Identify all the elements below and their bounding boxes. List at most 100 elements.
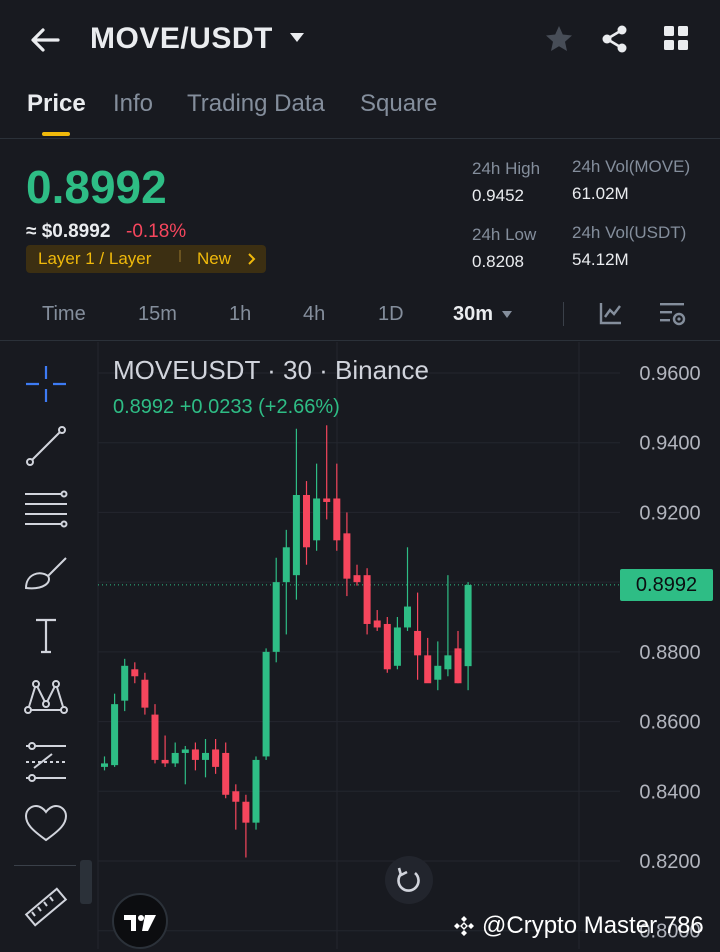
candle bbox=[323, 425, 331, 520]
tab-info[interactable]: Info bbox=[113, 90, 154, 117]
chart-symbol-title[interactable]: MOVEUSDT · 30 · Binance bbox=[113, 355, 429, 385]
text-tool-icon[interactable] bbox=[22, 614, 70, 658]
divider bbox=[563, 302, 564, 326]
pair-title[interactable]: MOVE/USDT bbox=[90, 22, 273, 55]
category-tag-label: Layer 1 / Layer bbox=[38, 249, 152, 268]
candle bbox=[414, 592, 422, 680]
candle-body bbox=[343, 533, 351, 579]
interval-15m[interactable]: 15m bbox=[138, 303, 177, 325]
candle bbox=[212, 739, 220, 774]
favorite-icon[interactable] bbox=[22, 802, 70, 846]
candle-body bbox=[181, 749, 189, 753]
share-icon[interactable] bbox=[600, 24, 630, 54]
toolbar-collapse-handle[interactable] bbox=[80, 860, 92, 904]
candle-body bbox=[424, 655, 432, 684]
candle-body bbox=[323, 498, 331, 502]
candle-body bbox=[353, 575, 361, 583]
candle-body bbox=[262, 651, 270, 757]
candle bbox=[151, 704, 159, 764]
candle bbox=[141, 672, 149, 715]
crosshair-icon[interactable] bbox=[22, 362, 70, 406]
reset-chart-button[interactable] bbox=[385, 856, 433, 904]
interval-selected[interactable]: 30m bbox=[453, 303, 494, 325]
candle-body bbox=[272, 582, 280, 652]
candle-body bbox=[464, 584, 472, 667]
back-arrow-icon[interactable] bbox=[28, 26, 62, 54]
tradingview-logo[interactable] bbox=[112, 893, 168, 949]
chart-price-change-line: 0.8992 +0.0233 (+2.66%) bbox=[113, 396, 340, 418]
tab-square[interactable]: Square bbox=[360, 90, 438, 117]
divider bbox=[14, 865, 76, 866]
stat-24h-vol-quote-value: 54.12M bbox=[572, 250, 629, 269]
stat-24h-vol-base-value: 61.02M bbox=[572, 184, 629, 203]
candle bbox=[101, 756, 108, 771]
candlestick-chart[interactable]: 0.9600 0.9400 0.9200 0.8800 0.8600 0.8400 0.82… bbox=[0, 341, 720, 949]
interval-time[interactable]: Time bbox=[42, 303, 86, 325]
tradingview-logo-icon bbox=[124, 915, 156, 931]
candle bbox=[161, 735, 169, 767]
stat-24h-vol-base-label: 24h Vol(MOVE) bbox=[572, 157, 691, 176]
star-icon[interactable] bbox=[544, 24, 574, 54]
ruler-icon[interactable] bbox=[22, 886, 70, 930]
candle-body bbox=[414, 630, 422, 656]
chart-settings-icon[interactable] bbox=[658, 300, 686, 328]
stat-24h-low-label: 24h Low bbox=[472, 225, 537, 244]
candle-body bbox=[101, 763, 108, 767]
candle-body bbox=[171, 752, 179, 764]
y-tick-label: 0.9600 bbox=[639, 363, 700, 385]
pattern-icon[interactable] bbox=[22, 676, 70, 720]
caret-down-icon[interactable] bbox=[288, 30, 306, 44]
candle bbox=[404, 547, 411, 631]
category-tag[interactable] bbox=[26, 245, 266, 273]
candle bbox=[464, 582, 472, 691]
candle bbox=[393, 617, 401, 670]
candle bbox=[222, 742, 230, 799]
candle bbox=[232, 784, 240, 830]
candle bbox=[454, 630, 462, 684]
divider bbox=[0, 340, 720, 341]
price-axis[interactable]: 0.9600 0.9400 0.9200 0.8800 0.8600 0.8400 0.82… bbox=[639, 363, 700, 943]
interval-1d[interactable]: 1D bbox=[378, 303, 404, 325]
candle-body bbox=[191, 749, 199, 760]
chevron-right-icon bbox=[248, 253, 256, 265]
brush-icon[interactable] bbox=[22, 552, 70, 596]
candle-body bbox=[363, 575, 371, 624]
y-tick-label: 0.8800 bbox=[639, 642, 700, 664]
candle bbox=[171, 742, 179, 767]
tab-trading-data[interactable]: Trading Data bbox=[187, 90, 325, 117]
y-tick-label: 0.8200 bbox=[639, 851, 700, 873]
candle bbox=[181, 745, 189, 785]
candle bbox=[131, 662, 139, 684]
tab-price[interactable]: Price bbox=[27, 90, 86, 117]
forecast-icon[interactable] bbox=[22, 740, 70, 784]
y-tick-label: 0.8400 bbox=[639, 781, 700, 803]
candle-body bbox=[393, 627, 401, 666]
chart-grid bbox=[97, 342, 620, 949]
trend-line-icon[interactable] bbox=[22, 424, 70, 468]
candle-body bbox=[242, 801, 250, 823]
candle-body bbox=[404, 606, 411, 628]
candle-body bbox=[303, 495, 310, 548]
candle bbox=[272, 557, 280, 663]
candle-body bbox=[151, 714, 159, 760]
new-tag-label[interactable]: New bbox=[197, 249, 232, 268]
candle bbox=[242, 794, 250, 858]
candle bbox=[434, 641, 442, 691]
candle-body bbox=[141, 679, 149, 708]
candle bbox=[252, 756, 260, 830]
candle-body bbox=[121, 665, 129, 701]
fib-lines-icon[interactable] bbox=[22, 488, 70, 532]
caret-down-icon[interactable] bbox=[501, 310, 513, 319]
stat-24h-low-value: 0.8208 bbox=[472, 252, 524, 271]
grid-menu-icon[interactable] bbox=[662, 24, 690, 52]
indicator-icon[interactable] bbox=[598, 300, 624, 326]
candle bbox=[282, 529, 290, 635]
candle bbox=[202, 739, 209, 778]
watermark-text: @Crypto Master 786 bbox=[482, 912, 704, 939]
interval-4h[interactable]: 4h bbox=[303, 303, 326, 325]
candle-body bbox=[202, 752, 209, 760]
candle-body bbox=[444, 655, 452, 670]
interval-1h[interactable]: 1h bbox=[229, 303, 252, 325]
stat-24h-vol-quote-label: 24h Vol(USDT) bbox=[572, 223, 687, 242]
tag-separator bbox=[179, 250, 181, 262]
